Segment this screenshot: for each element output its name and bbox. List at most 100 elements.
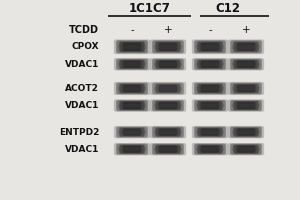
FancyBboxPatch shape (158, 61, 178, 68)
FancyBboxPatch shape (116, 40, 148, 53)
FancyBboxPatch shape (196, 130, 224, 134)
FancyBboxPatch shape (236, 61, 256, 68)
FancyBboxPatch shape (228, 99, 264, 112)
FancyBboxPatch shape (114, 126, 150, 138)
Text: -: - (208, 25, 212, 35)
FancyBboxPatch shape (200, 85, 220, 92)
FancyBboxPatch shape (154, 104, 182, 107)
FancyBboxPatch shape (228, 58, 264, 70)
FancyBboxPatch shape (155, 101, 181, 110)
FancyBboxPatch shape (155, 41, 181, 52)
FancyBboxPatch shape (119, 101, 145, 110)
FancyBboxPatch shape (119, 145, 145, 154)
Text: -: - (130, 25, 134, 35)
FancyBboxPatch shape (230, 83, 262, 94)
FancyBboxPatch shape (155, 145, 181, 154)
FancyBboxPatch shape (118, 45, 146, 49)
FancyBboxPatch shape (196, 147, 224, 151)
FancyBboxPatch shape (118, 147, 146, 151)
FancyBboxPatch shape (155, 60, 181, 69)
FancyBboxPatch shape (118, 86, 146, 91)
FancyBboxPatch shape (230, 40, 262, 53)
FancyBboxPatch shape (118, 62, 146, 66)
FancyBboxPatch shape (122, 128, 142, 136)
FancyBboxPatch shape (236, 102, 256, 109)
Text: +: + (164, 25, 172, 35)
FancyBboxPatch shape (230, 59, 262, 70)
FancyBboxPatch shape (122, 85, 142, 92)
FancyBboxPatch shape (154, 130, 182, 134)
FancyBboxPatch shape (158, 102, 178, 109)
FancyBboxPatch shape (150, 126, 186, 138)
FancyBboxPatch shape (158, 146, 178, 153)
FancyBboxPatch shape (122, 146, 142, 153)
FancyBboxPatch shape (197, 145, 223, 154)
Text: +: + (242, 25, 250, 35)
FancyBboxPatch shape (152, 144, 184, 155)
Text: 1C1C7: 1C1C7 (129, 2, 171, 15)
FancyBboxPatch shape (196, 86, 224, 91)
FancyBboxPatch shape (233, 41, 259, 52)
FancyBboxPatch shape (232, 147, 260, 151)
FancyBboxPatch shape (192, 143, 228, 155)
Text: ACOT2: ACOT2 (65, 84, 99, 93)
FancyBboxPatch shape (200, 43, 220, 51)
Text: ENTPD2: ENTPD2 (58, 128, 99, 137)
FancyBboxPatch shape (152, 127, 184, 138)
FancyBboxPatch shape (232, 104, 260, 107)
FancyBboxPatch shape (116, 127, 148, 138)
FancyBboxPatch shape (233, 84, 259, 93)
FancyBboxPatch shape (236, 128, 256, 136)
FancyBboxPatch shape (232, 45, 260, 49)
FancyBboxPatch shape (119, 84, 145, 93)
FancyBboxPatch shape (118, 104, 146, 107)
FancyBboxPatch shape (194, 83, 226, 94)
FancyBboxPatch shape (150, 82, 186, 95)
Text: TCDD: TCDD (69, 25, 99, 35)
FancyBboxPatch shape (152, 83, 184, 94)
Text: CPOX: CPOX (71, 42, 99, 51)
FancyBboxPatch shape (196, 62, 224, 66)
FancyBboxPatch shape (194, 127, 226, 138)
FancyBboxPatch shape (200, 61, 220, 68)
FancyBboxPatch shape (150, 143, 186, 155)
FancyBboxPatch shape (192, 58, 228, 70)
FancyBboxPatch shape (116, 59, 148, 70)
FancyBboxPatch shape (118, 130, 146, 134)
FancyBboxPatch shape (152, 40, 184, 53)
FancyBboxPatch shape (122, 102, 142, 109)
FancyBboxPatch shape (119, 128, 145, 137)
Text: VDAC1: VDAC1 (64, 101, 99, 110)
FancyBboxPatch shape (197, 101, 223, 110)
FancyBboxPatch shape (197, 84, 223, 93)
FancyBboxPatch shape (200, 146, 220, 153)
FancyBboxPatch shape (194, 144, 226, 155)
FancyBboxPatch shape (150, 99, 186, 112)
FancyBboxPatch shape (122, 61, 142, 68)
FancyBboxPatch shape (194, 59, 226, 70)
FancyBboxPatch shape (150, 58, 186, 70)
FancyBboxPatch shape (200, 128, 220, 136)
FancyBboxPatch shape (192, 82, 228, 95)
FancyBboxPatch shape (197, 41, 223, 52)
FancyBboxPatch shape (119, 41, 145, 52)
FancyBboxPatch shape (114, 39, 150, 54)
FancyBboxPatch shape (192, 126, 228, 138)
FancyBboxPatch shape (200, 102, 220, 109)
FancyBboxPatch shape (192, 99, 228, 112)
Text: C12: C12 (215, 2, 241, 15)
FancyBboxPatch shape (232, 62, 260, 66)
FancyBboxPatch shape (158, 128, 178, 136)
FancyBboxPatch shape (116, 100, 148, 111)
FancyBboxPatch shape (150, 39, 186, 54)
FancyBboxPatch shape (114, 143, 150, 155)
FancyBboxPatch shape (228, 126, 264, 138)
FancyBboxPatch shape (196, 104, 224, 107)
FancyBboxPatch shape (197, 60, 223, 69)
FancyBboxPatch shape (236, 85, 256, 92)
FancyBboxPatch shape (228, 39, 264, 54)
FancyBboxPatch shape (230, 144, 262, 155)
FancyBboxPatch shape (233, 60, 259, 69)
FancyBboxPatch shape (154, 86, 182, 91)
FancyBboxPatch shape (236, 43, 256, 51)
